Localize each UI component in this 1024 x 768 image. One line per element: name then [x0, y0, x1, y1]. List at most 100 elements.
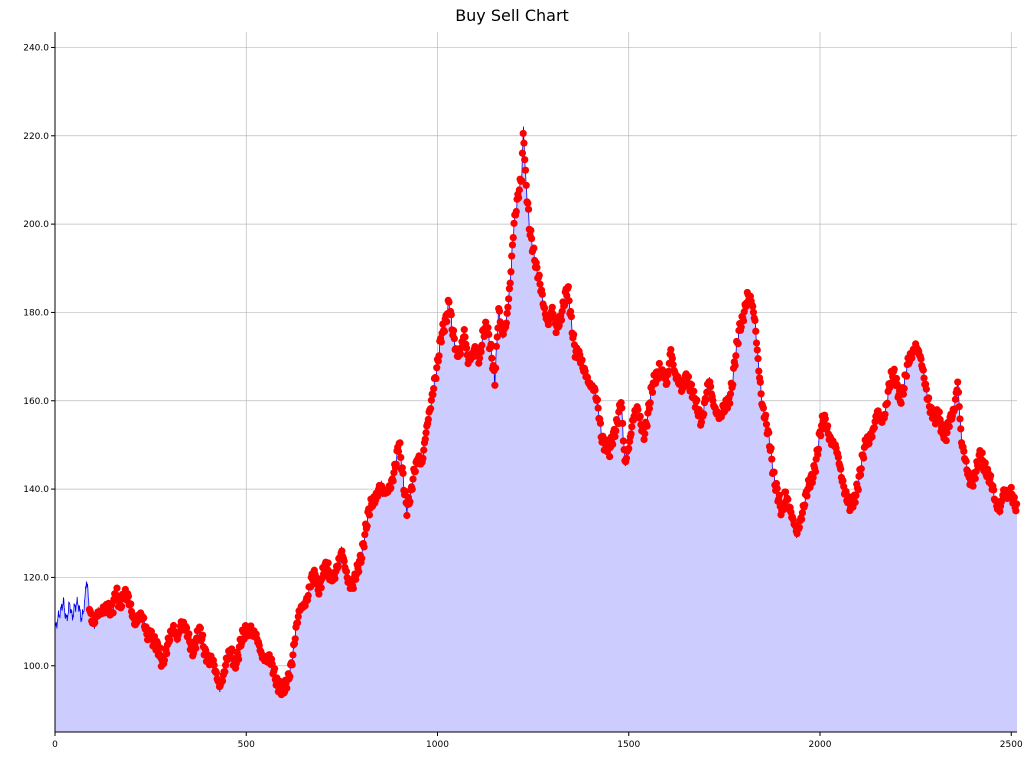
buy-sell-marker [541, 304, 549, 312]
buy-sell-marker [617, 399, 625, 407]
buy-sell-marker [868, 433, 876, 441]
buy-sell-marker [974, 463, 982, 471]
area-layer [55, 126, 1017, 732]
buy-sell-marker [978, 449, 986, 457]
buy-sell-marker [814, 445, 823, 453]
buy-sell-marker [360, 543, 368, 551]
buy-sell-marker [852, 491, 860, 500]
buy-sell-marker [462, 344, 471, 352]
chart-title: Buy Sell Chart [455, 6, 569, 25]
buy-sell-marker [420, 446, 428, 454]
buy-sell-marker [693, 396, 701, 404]
buy-sell-marker [612, 427, 620, 435]
buy-sell-marker [557, 316, 566, 324]
buy-sell-marker [969, 482, 977, 490]
buy-sell-marker [690, 387, 698, 395]
buy-sell-marker [668, 354, 676, 363]
buy-sell-marker [643, 422, 651, 430]
buy-sell-marker [286, 672, 294, 680]
buy-sell-marker [594, 404, 602, 412]
buy-sell-marker [166, 636, 174, 644]
buy-sell-marker [522, 181, 530, 189]
buy-sell-marker [228, 645, 236, 653]
buy-sell-marker [212, 669, 221, 677]
buy-sell-marker [591, 386, 599, 394]
buy-sell-marker [899, 390, 908, 398]
buy-sell-marker [109, 609, 117, 617]
buy-sell-marker [837, 465, 845, 473]
buy-sell-marker [726, 399, 734, 407]
marker-layer [85, 129, 1021, 699]
buy-sell-marker [488, 354, 496, 362]
buy-sell-marker [492, 364, 500, 372]
x-tick-label: 0 [52, 740, 58, 750]
buy-sell-marker [645, 404, 654, 413]
buy-sell-marker [762, 411, 770, 419]
buy-sell-marker [306, 583, 315, 591]
buy-sell-marker [169, 621, 178, 630]
buy-sell-marker [955, 403, 963, 411]
buy-sell-marker [753, 346, 761, 354]
y-tick-label: 100.0 [23, 662, 49, 672]
series-area [55, 126, 1017, 732]
buy-sell-marker [618, 404, 626, 412]
y-tick-label: 240.0 [23, 43, 49, 53]
buy-sell-marker [117, 602, 126, 610]
buy-sell-marker [435, 352, 443, 360]
buy-sell-marker [338, 547, 346, 555]
buy-sell-marker [397, 453, 405, 462]
buy-sell-marker [839, 477, 847, 485]
buy-sell-marker [795, 523, 803, 531]
buy-sell-marker [552, 328, 560, 337]
buy-sell-marker [707, 383, 715, 391]
buy-sell-marker [520, 139, 528, 147]
buy-sell-marker [424, 415, 432, 423]
buy-sell-marker [578, 356, 586, 364]
buy-sell-marker [919, 366, 927, 374]
buy-sell-marker [408, 485, 416, 493]
buy-sell-marker [857, 465, 865, 473]
buy-sell-marker [163, 650, 171, 658]
buy-sell-marker [731, 361, 739, 370]
buy-sell-marker [567, 313, 575, 321]
buy-sell-marker [593, 396, 601, 404]
buy-sell-marker [611, 432, 619, 441]
axis-layer: 0 500 1000 1500 2000 2500 100.0 120.0 140.0 160.0… [23, 32, 1023, 750]
buy-sell-marker [210, 661, 218, 669]
buy-sell-marker [957, 425, 965, 433]
buy-sell-marker [509, 233, 517, 242]
buy-sell-marker [765, 429, 773, 437]
x-tick-label: 2000 [809, 740, 832, 750]
buy-sell-marker [641, 430, 649, 438]
buy-sell-marker [757, 390, 765, 398]
buy-sell-marker [512, 207, 520, 216]
buy-sell-marker [739, 317, 748, 325]
buy-sell-marker [528, 234, 536, 243]
buy-sell-marker [515, 194, 523, 202]
buy-sell-marker [732, 352, 740, 360]
buy-sell-marker [521, 166, 530, 174]
buy-sell-marker [619, 419, 627, 427]
buy-sell-marker [548, 303, 556, 311]
buy-sell-marker [185, 630, 193, 638]
buy-sell-marker [505, 295, 513, 303]
buy-sell-marker [358, 554, 366, 562]
buy-sell-marker [1010, 493, 1018, 501]
buy-sell-marker [851, 498, 859, 506]
buy-sell-marker [565, 297, 573, 305]
x-tick-label: 2500 [1000, 740, 1023, 750]
buy-sell-marker [834, 453, 842, 461]
buy-sell-marker [798, 515, 806, 523]
buy-sell-marker [981, 459, 989, 467]
buy-sell-marker [817, 432, 825, 440]
buy-sell-marker [485, 330, 493, 339]
buy-sell-marker [427, 396, 435, 404]
buy-sell-marker [399, 469, 407, 477]
buy-sell-marker [363, 522, 371, 530]
buy-sell-marker [648, 388, 657, 396]
buy-sell-marker [409, 475, 417, 483]
buy-sell-marker [646, 399, 654, 407]
buy-sell-marker [890, 365, 898, 373]
buy-sell-marker [942, 436, 950, 445]
